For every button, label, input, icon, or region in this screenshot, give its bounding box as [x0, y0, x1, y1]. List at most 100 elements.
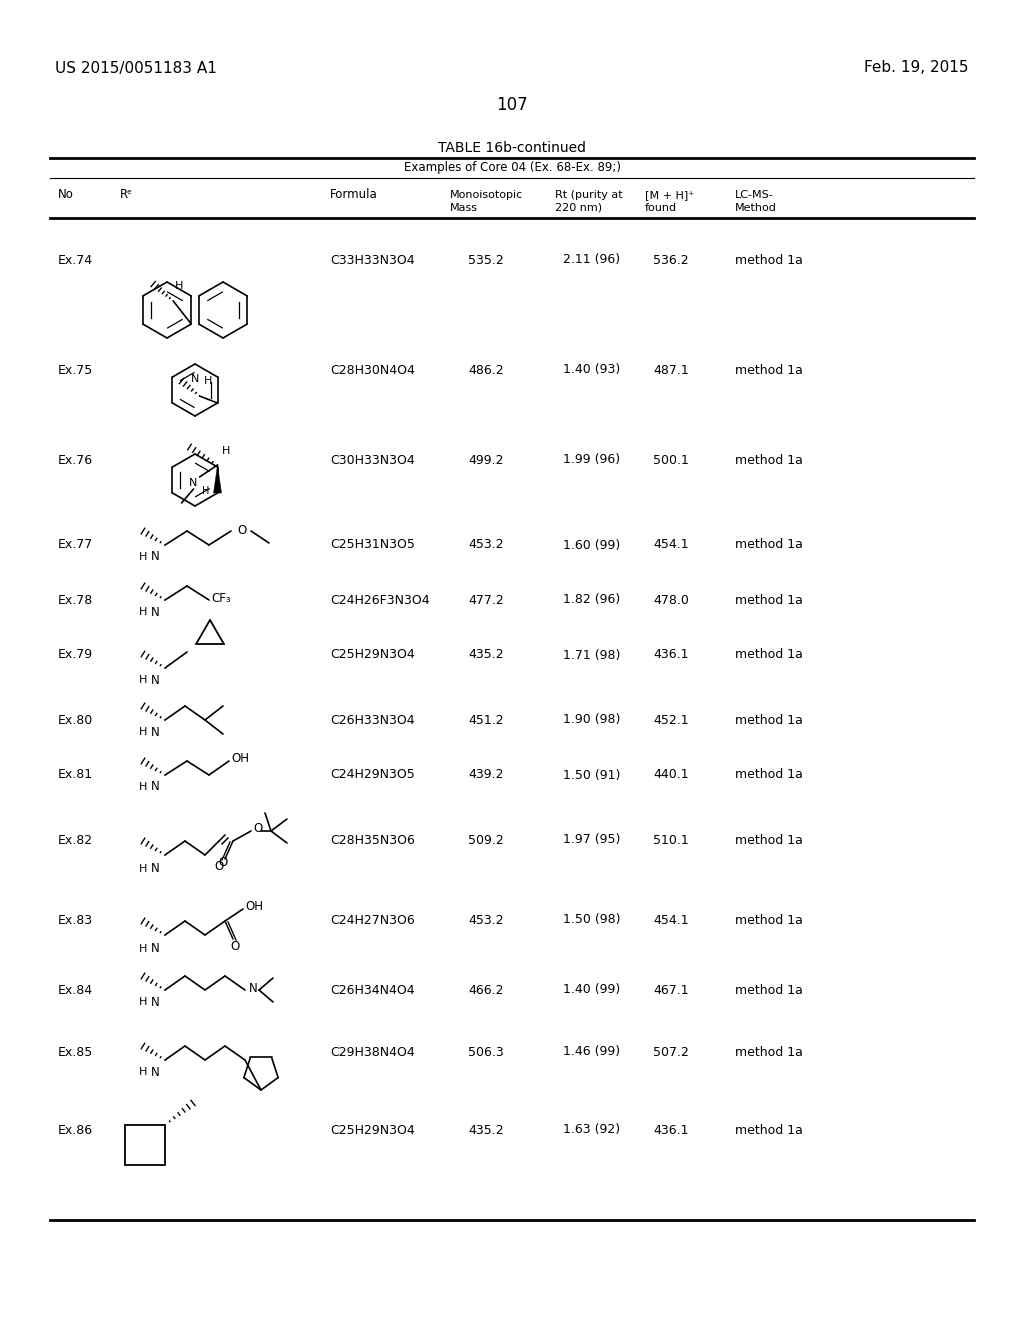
Text: H: H	[139, 552, 147, 562]
Text: Feb. 19, 2015: Feb. 19, 2015	[864, 61, 969, 75]
Text: 487.1: 487.1	[653, 363, 689, 376]
Text: 451.2: 451.2	[468, 714, 504, 726]
Text: 220 nm): 220 nm)	[555, 203, 602, 213]
Text: N: N	[151, 673, 160, 686]
Text: C30H33N3O4: C30H33N3O4	[330, 454, 415, 466]
Text: Rt (purity at: Rt (purity at	[555, 190, 623, 201]
Text: N: N	[249, 982, 258, 994]
Text: C25H31N3O5: C25H31N3O5	[330, 539, 415, 552]
Text: 453.2: 453.2	[468, 913, 504, 927]
Text: Method: Method	[735, 203, 777, 213]
Text: 440.1: 440.1	[653, 768, 688, 781]
Text: O: O	[218, 857, 227, 870]
Polygon shape	[214, 465, 221, 492]
Text: 466.2: 466.2	[468, 983, 504, 997]
Text: H: H	[204, 376, 212, 385]
Text: H: H	[139, 727, 147, 737]
Text: C26H33N3O4: C26H33N3O4	[330, 714, 415, 726]
Text: method 1a: method 1a	[735, 913, 803, 927]
Text: Ex.86: Ex.86	[58, 1123, 93, 1137]
Text: N: N	[151, 726, 160, 738]
Text: Ex.76: Ex.76	[58, 454, 93, 466]
Text: found: found	[645, 203, 677, 213]
Text: Ex.79: Ex.79	[58, 648, 93, 661]
Text: 453.2: 453.2	[468, 539, 504, 552]
Text: Examples of Core 04 (Ex. 68-Ex. 89;): Examples of Core 04 (Ex. 68-Ex. 89;)	[403, 161, 621, 174]
Text: Formula: Formula	[330, 189, 378, 202]
Text: N: N	[190, 374, 200, 384]
Text: 1.63 (92): 1.63 (92)	[563, 1123, 621, 1137]
Text: Ex.84: Ex.84	[58, 983, 93, 997]
Text: 477.2: 477.2	[468, 594, 504, 606]
Text: method 1a: method 1a	[735, 1123, 803, 1137]
Text: 1.82 (96): 1.82 (96)	[563, 594, 621, 606]
Text: O: O	[230, 940, 240, 953]
Text: Monoisotopic: Monoisotopic	[450, 190, 523, 201]
Text: C24H29N3O5: C24H29N3O5	[330, 768, 415, 781]
Text: Ex.81: Ex.81	[58, 768, 93, 781]
Text: H: H	[175, 281, 183, 290]
Text: H: H	[139, 1067, 147, 1077]
Text: 452.1: 452.1	[653, 714, 688, 726]
Text: OH: OH	[245, 900, 263, 913]
Text: 1.40 (93): 1.40 (93)	[563, 363, 621, 376]
Text: 436.1: 436.1	[653, 648, 688, 661]
Text: Ex.82: Ex.82	[58, 833, 93, 846]
Text: C29H38N4O4: C29H38N4O4	[330, 1045, 415, 1059]
Text: Rᵉ: Rᵉ	[120, 189, 133, 202]
Text: method 1a: method 1a	[735, 253, 803, 267]
Text: 1.99 (96): 1.99 (96)	[563, 454, 621, 466]
Text: 486.2: 486.2	[468, 363, 504, 376]
Text: H: H	[139, 997, 147, 1007]
Text: 436.1: 436.1	[653, 1123, 688, 1137]
Text: Ex.80: Ex.80	[58, 714, 93, 726]
Text: C28H30N4O4: C28H30N4O4	[330, 363, 415, 376]
Text: 454.1: 454.1	[653, 539, 688, 552]
Text: 1.46 (99): 1.46 (99)	[563, 1045, 621, 1059]
Text: method 1a: method 1a	[735, 454, 803, 466]
Text: OH: OH	[231, 752, 249, 766]
Text: 1.97 (95): 1.97 (95)	[563, 833, 621, 846]
Text: method 1a: method 1a	[735, 539, 803, 552]
Text: O: O	[237, 524, 246, 536]
Text: Ex.75: Ex.75	[58, 363, 93, 376]
Text: 1.60 (99): 1.60 (99)	[563, 539, 621, 552]
Text: H: H	[221, 446, 230, 455]
Text: H: H	[139, 865, 147, 874]
Text: method 1a: method 1a	[735, 594, 803, 606]
Text: 435.2: 435.2	[468, 648, 504, 661]
Text: CF₃: CF₃	[211, 591, 230, 605]
Text: Ex.78: Ex.78	[58, 594, 93, 606]
Text: method 1a: method 1a	[735, 363, 803, 376]
Text: C25H29N3O4: C25H29N3O4	[330, 648, 415, 661]
Text: N: N	[151, 780, 160, 793]
Text: C28H35N3O6: C28H35N3O6	[330, 833, 415, 846]
Text: O: O	[214, 861, 223, 874]
Text: 107: 107	[497, 96, 527, 114]
Text: No: No	[58, 189, 74, 202]
Text: 2.11 (96): 2.11 (96)	[563, 253, 621, 267]
Text: 510.1: 510.1	[653, 833, 689, 846]
Text: Ex.83: Ex.83	[58, 913, 93, 927]
Text: LC-MS-: LC-MS-	[735, 190, 774, 201]
Text: C33H33N3O4: C33H33N3O4	[330, 253, 415, 267]
Text: Mass: Mass	[450, 203, 478, 213]
Text: 500.1: 500.1	[653, 454, 689, 466]
Text: method 1a: method 1a	[735, 714, 803, 726]
Text: H: H	[139, 675, 147, 685]
Text: 506.3: 506.3	[468, 1045, 504, 1059]
Text: Ex.77: Ex.77	[58, 539, 93, 552]
Text: 1.50 (98): 1.50 (98)	[563, 913, 621, 927]
Text: C26H34N4O4: C26H34N4O4	[330, 983, 415, 997]
Text: C24H27N3O6: C24H27N3O6	[330, 913, 415, 927]
Text: method 1a: method 1a	[735, 983, 803, 997]
Text: H: H	[139, 781, 147, 792]
Text: 535.2: 535.2	[468, 253, 504, 267]
Text: method 1a: method 1a	[735, 833, 803, 846]
Text: 507.2: 507.2	[653, 1045, 689, 1059]
Text: method 1a: method 1a	[735, 768, 803, 781]
Text: Ex.74: Ex.74	[58, 253, 93, 267]
Text: N: N	[151, 942, 160, 956]
Text: method 1a: method 1a	[735, 648, 803, 661]
Text: 509.2: 509.2	[468, 833, 504, 846]
